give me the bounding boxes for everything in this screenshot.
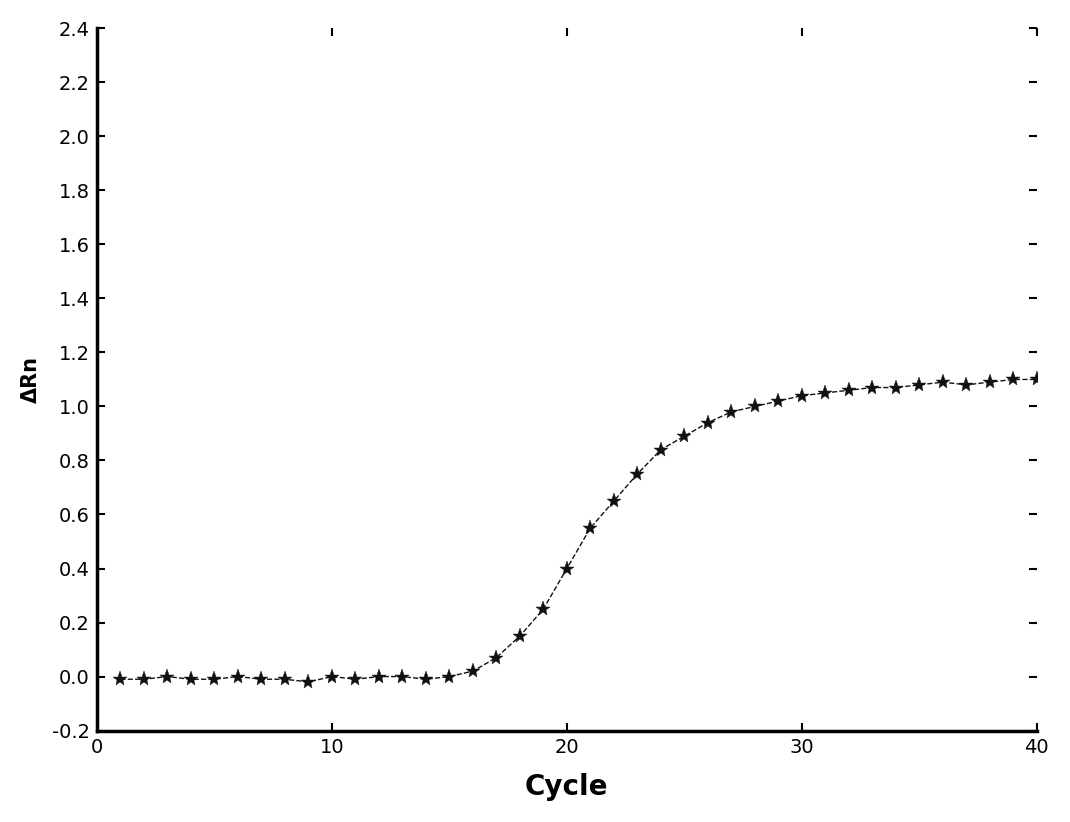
X-axis label: Cycle: Cycle xyxy=(525,774,609,801)
Y-axis label: ΔRn: ΔRn xyxy=(20,356,41,403)
